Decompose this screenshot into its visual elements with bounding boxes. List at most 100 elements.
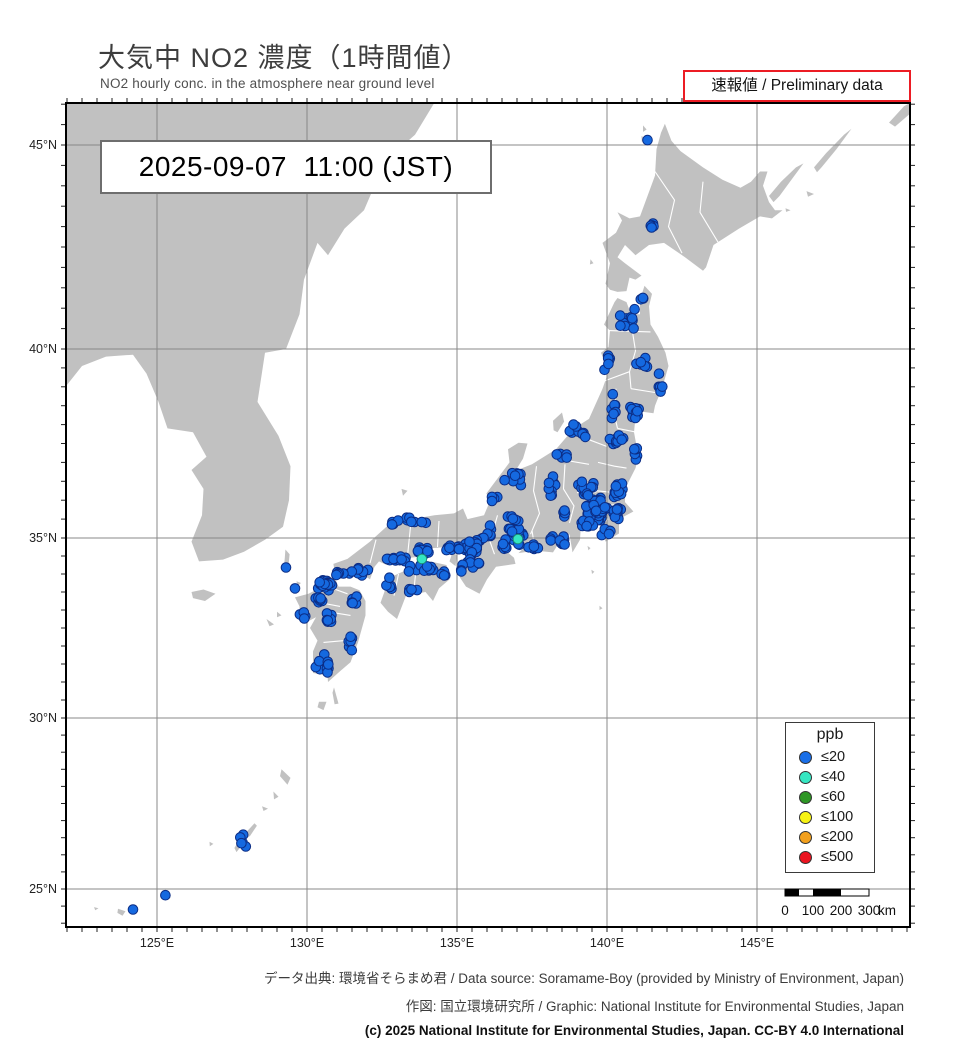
- landmass-oki: [401, 488, 408, 496]
- station-dot: [345, 631, 356, 643]
- station-dot: [628, 323, 639, 334]
- station-dot: [314, 576, 326, 588]
- lon-axis-label: 125°E: [140, 936, 174, 950]
- prefecture-border: [562, 464, 575, 524]
- station-dot: [582, 490, 594, 501]
- station-dot: [642, 134, 653, 146]
- station-dot: [506, 526, 518, 537]
- station-dot: [406, 516, 417, 528]
- station-dot: [632, 405, 643, 417]
- station-dot: [322, 615, 334, 626]
- station-dot: [629, 303, 640, 315]
- legend-dot-icon: [799, 770, 812, 784]
- lat-axis-label: 25°N: [29, 882, 57, 896]
- station-dot: [614, 310, 626, 321]
- station-dot: [551, 449, 563, 460]
- station-dot: [323, 659, 334, 670]
- prefecture-border: [603, 371, 630, 382]
- station-dot: [603, 358, 614, 370]
- landmass-asian-mainland: [66, 103, 435, 562]
- prefecture-border: [588, 439, 608, 448]
- legend-item-label: ≤40: [821, 769, 846, 785]
- landmass-okinoerabu: [262, 806, 268, 811]
- station-dot: [280, 562, 292, 573]
- station-dot: [473, 557, 485, 569]
- lat-axis-label: 40°N: [29, 342, 57, 356]
- station-dot: [331, 569, 342, 581]
- scale-bar-label: 0: [781, 903, 789, 918]
- station-dot: [559, 539, 570, 550]
- landmass-kunashir: [769, 163, 804, 203]
- station-dot: [626, 313, 638, 324]
- station-dot: [637, 292, 649, 304]
- station-dot: [576, 476, 588, 488]
- station-dot: [545, 535, 557, 546]
- legend-box: ppb ≤20 ≤40 ≤60 ≤100 ≤200 ≤500: [785, 722, 875, 873]
- station-dot: [416, 516, 428, 528]
- legend-item: ≤60: [786, 785, 874, 805]
- map-layers: [66, 103, 910, 927]
- prefecture-border: [529, 466, 541, 535]
- station-dot: [610, 480, 622, 492]
- station-dot: [615, 320, 626, 332]
- station-dot: [127, 904, 139, 915]
- footer-graphic-credit: 作図: 国立環境研究所 / Graphic: National Institut…: [405, 999, 904, 1014]
- landmass-shikotan: [806, 191, 814, 197]
- legend-item: ≤20: [786, 745, 874, 765]
- station-dot: [384, 572, 395, 584]
- station-dot: [646, 222, 657, 233]
- landmass-jeju: [191, 589, 216, 601]
- lon-axis-label: 130°E: [290, 936, 324, 950]
- legend-item-label: ≤20: [821, 749, 846, 765]
- station-dot: [611, 504, 623, 515]
- legend-item-label: ≤500: [821, 849, 854, 865]
- station-dot: [580, 431, 591, 443]
- lon-axis-label: 135°E: [440, 936, 474, 950]
- station-dot: [629, 443, 640, 455]
- lat-axis-label: 35°N: [29, 531, 57, 545]
- station-dot: [315, 593, 326, 604]
- footer-copyright: (c) 2025 National Institute for Environm…: [364, 1023, 904, 1038]
- station-dot: [657, 381, 668, 392]
- scale-bar-label: 100: [802, 903, 825, 918]
- landmass-yonaguni: [94, 907, 99, 911]
- landmass-amami: [280, 769, 291, 785]
- landmass-urup: [889, 103, 910, 127]
- station-dot: [160, 889, 171, 901]
- station-dot: [438, 570, 450, 581]
- legend-item-label: ≤200: [821, 829, 854, 845]
- station-dot: [635, 356, 647, 368]
- landmass-hachijojima: [599, 605, 603, 610]
- timestamp-box: 2025-09-07 11:00 (JST): [100, 140, 492, 194]
- landmass-awaji: [449, 552, 457, 567]
- timestamp-label: 2025-09-07 11:00 (JST): [138, 151, 454, 182]
- station-dot: [607, 388, 619, 400]
- prefecture-border: [617, 427, 638, 433]
- prefecture-border: [406, 526, 412, 557]
- scale-bar-segment: [785, 889, 799, 896]
- prefecture-border: [323, 640, 345, 643]
- map-frame: [65, 102, 911, 928]
- landmass-tanegashima: [332, 687, 339, 705]
- station-dot: [603, 528, 615, 540]
- landmass-goto-2: [277, 611, 282, 618]
- prefecture-border: [436, 520, 440, 548]
- station-dot: [568, 419, 579, 430]
- legend-dot-icon: [799, 750, 812, 764]
- station-dot: [289, 583, 301, 594]
- scale-bar-segment: [799, 889, 813, 896]
- landmass-okushiri: [589, 259, 594, 265]
- prefecture-border: [597, 461, 627, 469]
- station-dot: [403, 566, 415, 577]
- scale-bar-segment: [841, 889, 869, 896]
- prefecture-border: [369, 539, 377, 564]
- legend-item: ≤40: [786, 765, 874, 785]
- landmass-tokunoshima: [273, 791, 279, 800]
- station-dot: [590, 505, 602, 517]
- station-dot: [347, 597, 358, 609]
- station-dot: [512, 533, 524, 545]
- station-dot: [346, 644, 358, 656]
- preliminary-data-badge: 速報値 / Preliminary data: [683, 70, 911, 102]
